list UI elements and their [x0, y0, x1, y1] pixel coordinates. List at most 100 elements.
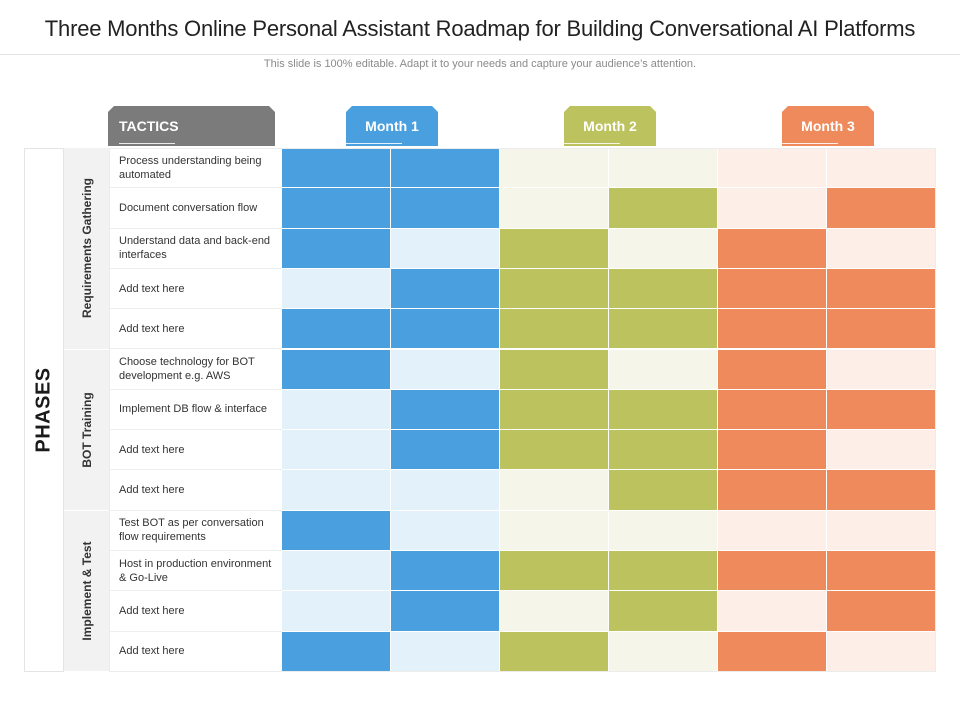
active-timeline-cell — [827, 591, 936, 632]
task-label: Implement DB flow & interface — [109, 389, 282, 431]
inactive-timeline-cell — [827, 430, 936, 471]
inactive-timeline-cell — [609, 148, 718, 189]
active-timeline-cell — [718, 389, 827, 431]
active-timeline-cell — [500, 551, 609, 592]
active-timeline-cell — [827, 470, 936, 511]
inactive-timeline-cell — [609, 510, 718, 551]
task-label: Add text here — [109, 470, 282, 511]
task-text: Understand data and back-end interfaces — [119, 235, 271, 262]
slide-title: Three Months Online Personal Assistant R… — [44, 16, 916, 41]
active-timeline-cell — [827, 188, 936, 229]
task-text: Add text here — [119, 443, 185, 456]
active-timeline-cell — [609, 591, 718, 632]
task-label: Understand data and back-end interfaces — [109, 228, 282, 269]
inactive-timeline-cell — [500, 470, 609, 511]
month-2-label: Month 2 — [583, 118, 637, 134]
inactive-timeline-cell — [827, 349, 936, 390]
inactive-timeline-cell — [827, 510, 936, 551]
active-timeline-cell — [718, 551, 827, 592]
active-timeline-cell — [282, 510, 391, 551]
active-timeline-cell — [282, 349, 391, 390]
active-timeline-cell — [718, 309, 827, 350]
active-timeline-cell — [500, 228, 609, 269]
phases-label: PHASES — [32, 367, 55, 453]
active-timeline-cell — [609, 430, 718, 471]
active-timeline-cell — [609, 389, 718, 431]
active-timeline-cell — [391, 591, 500, 632]
month-1-header-tab: Month 1 — [346, 106, 438, 146]
task-label: Test BOT as per conversation flow requir… — [109, 510, 282, 551]
active-timeline-cell — [282, 148, 391, 189]
inactive-timeline-cell — [718, 188, 827, 229]
inactive-timeline-cell — [282, 470, 391, 511]
inactive-timeline-cell — [282, 591, 391, 632]
task-text: Add text here — [119, 282, 185, 295]
task-text: Host in production environment & Go-Live — [119, 557, 272, 584]
month-2-header-tab: Month 2 — [564, 106, 656, 146]
active-timeline-cell — [500, 430, 609, 471]
phase-group: Implement & Test — [64, 510, 109, 672]
task-label: Add text here — [109, 430, 282, 471]
active-timeline-cell — [391, 148, 500, 189]
inactive-timeline-cell — [391, 510, 500, 551]
phase-group: BOT Training — [64, 349, 109, 511]
tab-underline — [119, 143, 175, 144]
active-timeline-cell — [391, 309, 500, 350]
task-label: Host in production environment & Go-Live — [109, 551, 282, 592]
tab-underline — [564, 143, 620, 144]
phase-group-label: BOT Training — [79, 391, 94, 468]
inactive-timeline-cell — [500, 591, 609, 632]
active-timeline-cell — [718, 228, 827, 269]
task-label: Document conversation flow — [109, 188, 282, 229]
active-timeline-cell — [391, 268, 500, 310]
active-timeline-cell — [827, 551, 936, 592]
task-text: Implement DB flow & interface — [119, 403, 267, 416]
active-timeline-cell — [282, 631, 391, 672]
task-text: Add text here — [119, 604, 185, 617]
active-timeline-cell — [718, 631, 827, 672]
task-label: Add text here — [109, 591, 282, 632]
active-timeline-cell — [609, 309, 718, 350]
active-timeline-cell — [282, 309, 391, 350]
active-timeline-cell — [391, 188, 500, 229]
inactive-timeline-cell — [827, 631, 936, 672]
active-timeline-cell — [282, 188, 391, 229]
active-timeline-cell — [718, 470, 827, 511]
active-timeline-cell — [500, 309, 609, 350]
inactive-timeline-cell — [391, 349, 500, 390]
tactics-header-label: TACTICS — [119, 118, 179, 134]
active-timeline-cell — [718, 430, 827, 471]
task-label: Add text here — [109, 309, 282, 350]
inactive-timeline-cell — [282, 430, 391, 471]
phase-group-label: Implement & Test — [79, 541, 94, 641]
inactive-timeline-cell — [282, 268, 391, 310]
inactive-timeline-cell — [609, 228, 718, 269]
active-timeline-cell — [500, 349, 609, 390]
inactive-timeline-cell — [391, 470, 500, 511]
tab-underline — [782, 143, 838, 144]
active-timeline-cell — [500, 389, 609, 431]
phase-group: Requirements Gathering — [64, 148, 109, 350]
active-timeline-cell — [827, 309, 936, 350]
active-timeline-cell — [718, 268, 827, 310]
task-text: Choose technology for BOT development e.… — [119, 356, 255, 383]
inactive-timeline-cell — [500, 510, 609, 551]
month-1-label: Month 1 — [365, 118, 419, 134]
inactive-timeline-cell — [282, 389, 391, 431]
tab-underline — [346, 143, 402, 144]
task-text: Test BOT as per conversation flow requir… — [119, 517, 264, 544]
task-label: Add text here — [109, 268, 282, 310]
inactive-timeline-cell — [718, 591, 827, 632]
active-timeline-cell — [391, 551, 500, 592]
inactive-timeline-cell — [391, 228, 500, 269]
task-label: Choose technology for BOT development e.… — [109, 349, 282, 390]
active-timeline-cell — [827, 389, 936, 431]
title-divider — [0, 54, 960, 55]
active-timeline-cell — [391, 389, 500, 431]
task-text: Add text here — [119, 484, 185, 497]
task-label: Process understanding being automated — [109, 148, 282, 189]
task-text: Document conversation flow — [119, 201, 258, 214]
inactive-timeline-cell — [609, 631, 718, 672]
month-3-header-tab: Month 3 — [782, 106, 874, 146]
inactive-timeline-cell — [827, 148, 936, 189]
